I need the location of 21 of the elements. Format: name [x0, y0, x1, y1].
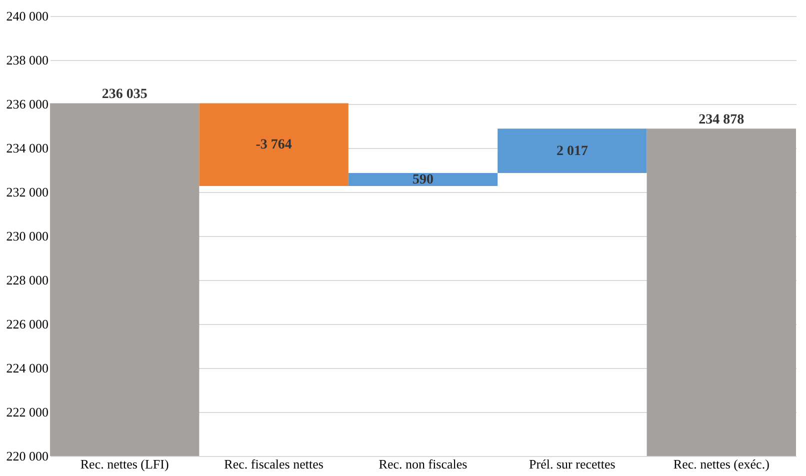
x-tick-label: Prél. sur recettes [529, 456, 616, 472]
data-label: 234 878 [698, 112, 744, 128]
y-tick-label: 220 000 [6, 448, 48, 464]
y-tick-label: 224 000 [6, 360, 48, 376]
x-tick-label: Rec. fiscales nettes [224, 456, 324, 472]
data-label: -3 764 [256, 138, 292, 153]
y-tick-label: 238 000 [6, 52, 48, 68]
x-tick-label: Rec. non fiscales [378, 456, 468, 472]
data-label: 2 017 [556, 144, 588, 159]
y-tick-label: 240 000 [6, 8, 48, 24]
y-tick-label: 234 000 [6, 140, 48, 156]
y-tick-label: 222 000 [6, 404, 48, 420]
x-tick-label: Rec. nettes (LFI) [80, 456, 169, 472]
y-tick-label: 236 000 [6, 96, 48, 112]
data-label: 590 [412, 172, 434, 188]
y-tick-label: 232 000 [6, 184, 48, 200]
y-tick-label: 228 000 [6, 272, 48, 288]
y-tick-label: 230 000 [6, 228, 48, 244]
data-label: 236 035 [102, 87, 148, 102]
y-tick-label: 226 000 [6, 316, 48, 332]
x-tick-label: Rec. nettes (exéc.) [673, 456, 770, 472]
